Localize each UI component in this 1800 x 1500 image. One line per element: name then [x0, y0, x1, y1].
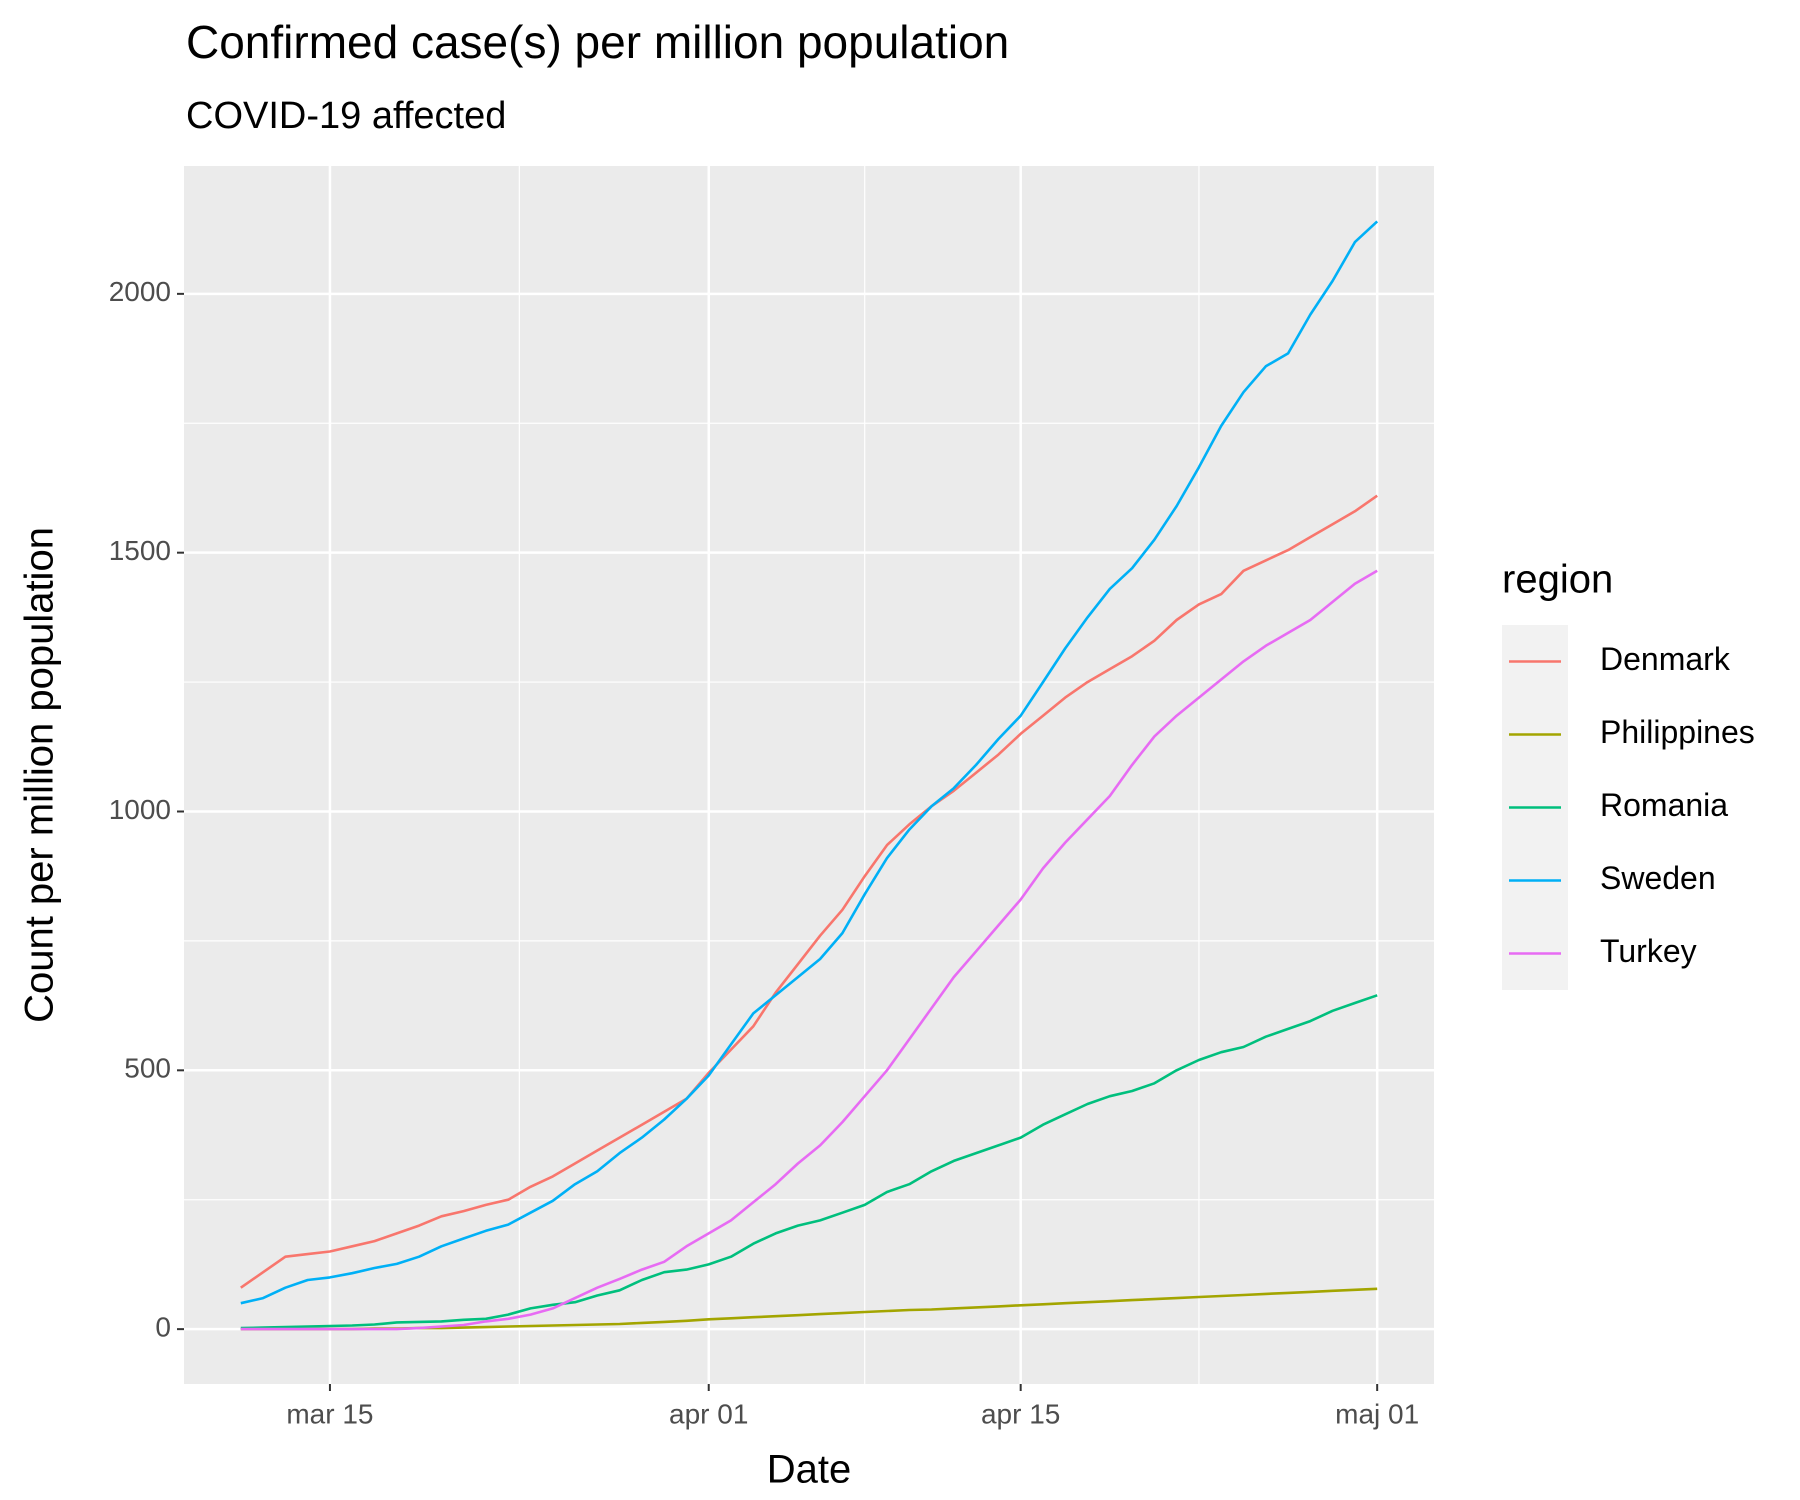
- series-line: [240, 220, 1379, 1305]
- y-tick-label: 0: [155, 1312, 171, 1343]
- x-tick-label: apr 01: [669, 1398, 748, 1429]
- y-tick-label: 1500: [109, 535, 171, 566]
- plot-panel: [184, 166, 1434, 1384]
- chart-title: Confirmed case(s) per million population: [186, 16, 1009, 68]
- legend-label: Turkey: [1600, 933, 1697, 969]
- x-tick-label: mar 15: [286, 1398, 373, 1429]
- legend-label: Sweden: [1600, 860, 1716, 896]
- legend-label: Philippines: [1600, 714, 1755, 750]
- y-tick-label: 1000: [109, 794, 171, 825]
- legend-label: Denmark: [1600, 641, 1731, 677]
- series-line: [240, 494, 1378, 1289]
- x-tick-label: maj 01: [1335, 1398, 1419, 1429]
- y-tick-label: 500: [124, 1053, 171, 1084]
- series-line: [240, 994, 1378, 1330]
- y-axis-label: Count per million population: [18, 527, 62, 1023]
- chart-subtitle: COVID-19 affected: [186, 95, 506, 137]
- legend-title: region: [1502, 558, 1613, 602]
- legend-label: Romania: [1600, 787, 1728, 823]
- x-tick-label: apr 15: [981, 1398, 1060, 1429]
- series-line: [240, 569, 1378, 1331]
- y-tick-label: 2000: [109, 276, 171, 307]
- x-axis-label: Date: [767, 1448, 852, 1492]
